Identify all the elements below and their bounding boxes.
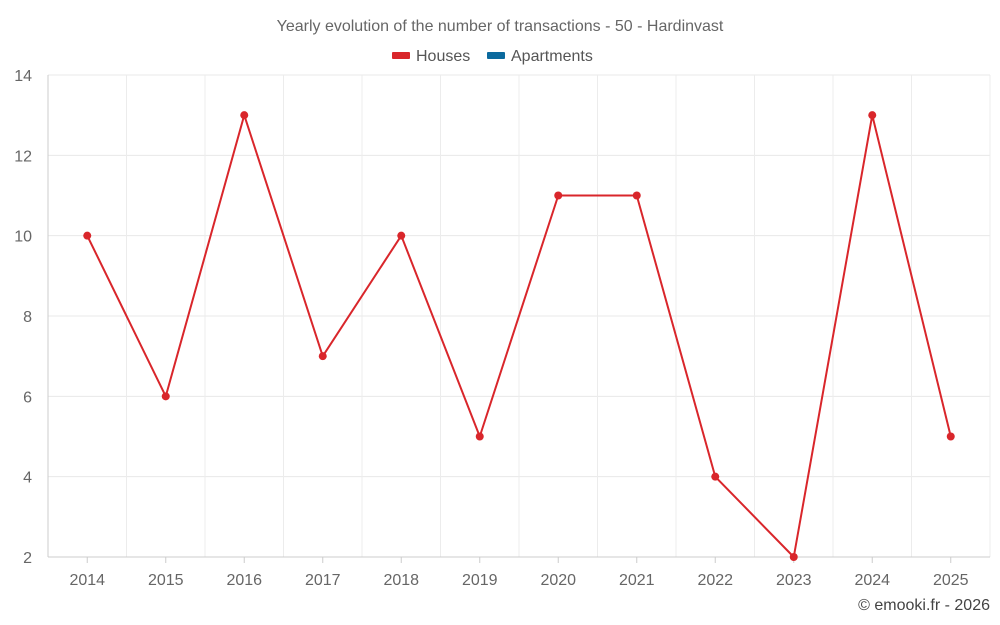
data-point-houses[interactable] [475,432,484,441]
legend-item-houses[interactable]: Houses [392,48,470,65]
data-point-houses[interactable] [711,472,720,481]
x-tick-label: 2016 [226,572,262,589]
x-axis-ticks: 2014 2015 2016 2017 2018 2019 2020 2021 2022 2023… [69,557,969,589]
axes [47,75,990,558]
series-layer [83,111,955,561]
x-tick-label: 2021 [619,572,655,589]
data-point-houses[interactable] [318,352,327,361]
data-point-houses[interactable] [554,191,563,200]
x-tick-label: 2017 [305,572,341,589]
x-tick-label: 2025 [933,572,969,589]
data-point-houses[interactable] [161,392,170,401]
y-tick-label: 6 [23,389,32,406]
x-tick-label: 2019 [462,572,498,589]
x-tick-label: 2020 [540,572,576,589]
y-tick-label: 8 [23,309,32,326]
data-point-houses[interactable] [397,231,406,240]
legend-swatch-houses [392,52,410,59]
data-point-houses[interactable] [632,191,641,200]
x-tick-label: 2024 [854,572,890,589]
data-point-houses[interactable] [789,553,798,561]
x-tick-label: 2023 [776,572,812,589]
data-point-houses[interactable] [946,432,955,441]
data-point-houses[interactable] [83,231,92,240]
legend-swatch-apartments [487,52,505,59]
legend-item-apartments[interactable]: Apartments [487,48,593,65]
data-point-houses[interactable] [240,111,249,120]
series-line-houses [86,114,952,558]
legend-label-houses: Houses [416,48,470,65]
x-tick-label: 2015 [148,572,184,589]
y-tick-label: 10 [14,229,32,246]
y-axis-ticks: 2 4 6 8 10 12 14 [14,68,32,567]
y-tick-label: 4 [23,470,32,487]
y-tick-label: 12 [14,148,32,165]
x-tick-label: 2014 [69,572,105,589]
legend: Houses Apartments [392,48,593,65]
y-tick-label: 2 [23,550,32,567]
x-tick-label: 2018 [383,572,419,589]
legend-label-apartments: Apartments [511,48,593,65]
credit-text: © emooki.fr - 2026 [858,597,990,614]
chart-title: Yearly evolution of the number of transa… [277,18,724,35]
y-tick-label: 14 [14,68,32,85]
x-tick-label: 2022 [697,572,733,589]
data-point-houses[interactable] [868,111,877,120]
